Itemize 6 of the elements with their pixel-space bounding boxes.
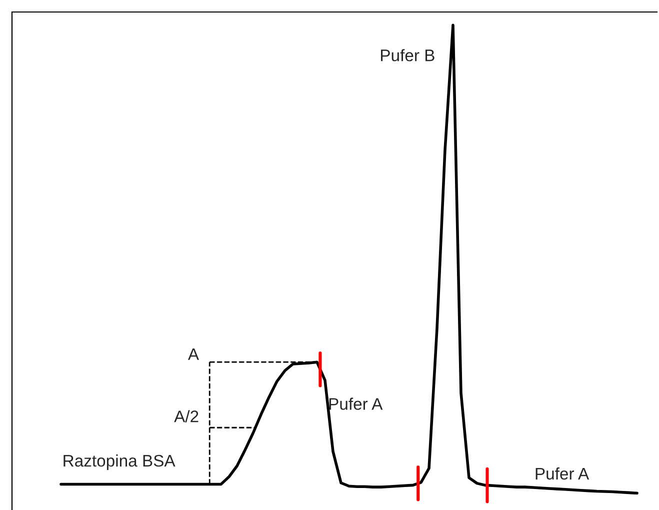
annotation: Pufer B	[381, 49, 434, 62]
annotation: A	[188, 348, 200, 360]
annotation: Raztopina BSA	[64, 454, 176, 470]
annotation: Pufer A	[536, 467, 590, 480]
annotation: A/2	[174, 410, 198, 422]
annotation: Pufer A	[329, 398, 383, 410]
